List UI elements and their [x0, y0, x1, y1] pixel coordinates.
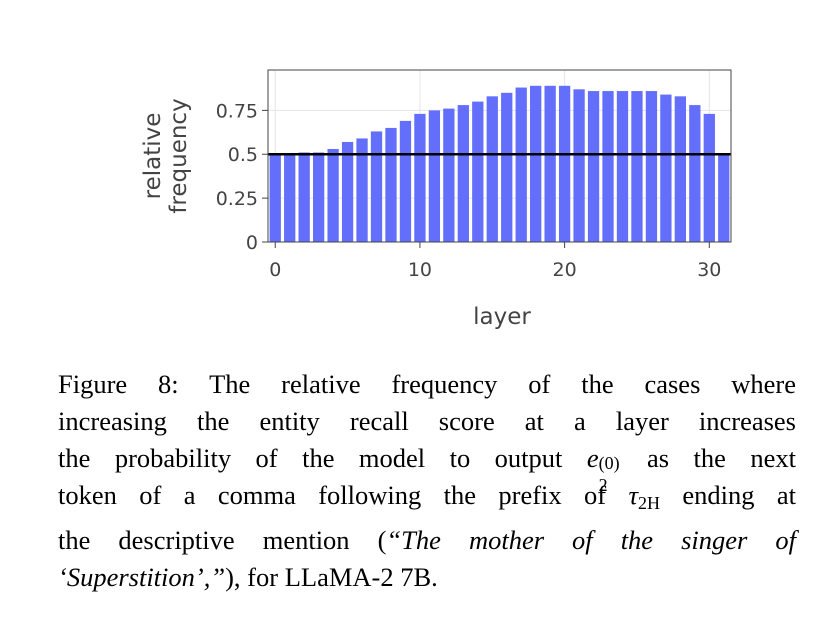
bar: [631, 91, 643, 243]
bar: [385, 127, 397, 242]
bar: [284, 154, 296, 242]
caption-line-2: increasing the entity recall score at a …: [58, 406, 796, 436]
bar: [341, 141, 354, 242]
caption-text: token of a comma following the prefix of: [58, 480, 629, 510]
bar: [544, 85, 556, 242]
bar: [414, 113, 426, 242]
caption-quote: ‘Superstition’,”: [58, 562, 226, 592]
math-subscript: 2: [598, 475, 608, 495]
math-subscript: 2H: [638, 493, 660, 513]
bar: [530, 85, 542, 242]
bar: [472, 101, 484, 243]
y-tick-label: 0: [246, 232, 258, 254]
y-axis-title-line2: frequency: [166, 98, 192, 213]
caption-text: as the next: [622, 443, 797, 473]
y-tick-label: 0.75: [216, 100, 258, 122]
bar: [703, 113, 715, 242]
y-tick-label: 0.5: [228, 144, 258, 166]
bar: [674, 96, 687, 242]
y-axis: 0 0.25 0.5 0.75: [216, 100, 268, 254]
y-tick-label: 0.25: [216, 188, 258, 210]
bar: [370, 131, 383, 242]
bar-chart: 0 10 20 30 0 0.25 0.5 0.75 layer relative freq…: [140, 69, 732, 330]
bar: [428, 110, 441, 243]
bar: [616, 91, 629, 243]
caption-line-1: Figure 8: The relative frequency of the …: [58, 369, 796, 399]
caption-text: ending at: [660, 480, 797, 510]
x-tick-label: 30: [697, 259, 721, 281]
bar: [689, 105, 701, 242]
bar: [660, 94, 672, 242]
caption-line-5: the descriptive mention (“The mother of …: [58, 522, 796, 559]
y-axis-title-line1: relative: [140, 113, 166, 200]
caption-text: the descriptive mention (: [58, 525, 387, 555]
bar: [399, 120, 412, 242]
bar: [645, 91, 658, 243]
caption-text: ), for LLaMA-2 7B.: [225, 562, 438, 592]
caption-text: the probability of the model to output: [58, 443, 587, 473]
bar: [587, 91, 600, 243]
x-tick-label: 10: [408, 259, 432, 281]
caption-line-4: token of a comma following the prefix of…: [58, 477, 796, 522]
math-entity-var: e: [586, 443, 599, 473]
x-tick-label: 0: [269, 259, 281, 281]
figure-caption: Figure 8: The relative frequency of the …: [58, 366, 796, 596]
bar: [356, 138, 368, 242]
bar: [573, 89, 585, 242]
bar: [558, 85, 571, 242]
x-axis: 0 10 20 30: [269, 242, 721, 281]
math-superscript: (0): [598, 453, 620, 473]
bar: [515, 87, 527, 242]
x-tick-label: 20: [553, 259, 577, 281]
caption-line-6: ‘Superstition’,”), for LLaMA-2 7B.: [58, 559, 796, 596]
plot-border: [267, 69, 732, 243]
math-tau-var: τ: [628, 480, 639, 510]
plot-frame: [267, 69, 732, 243]
caption-line-3: the probability of the model to output e…: [58, 440, 797, 495]
bars: [269, 85, 730, 243]
bar: [443, 108, 455, 242]
caption-quote: “The mother of the singer of: [386, 525, 797, 555]
bar: [501, 92, 513, 242]
bar: [457, 105, 469, 242]
bar: [486, 96, 498, 242]
bar: [298, 152, 310, 242]
x-axis-title: layer: [473, 304, 531, 330]
bar: [269, 154, 281, 242]
bar: [602, 91, 614, 243]
bar: [718, 154, 730, 242]
bar: [312, 152, 325, 242]
bar: [327, 148, 339, 242]
